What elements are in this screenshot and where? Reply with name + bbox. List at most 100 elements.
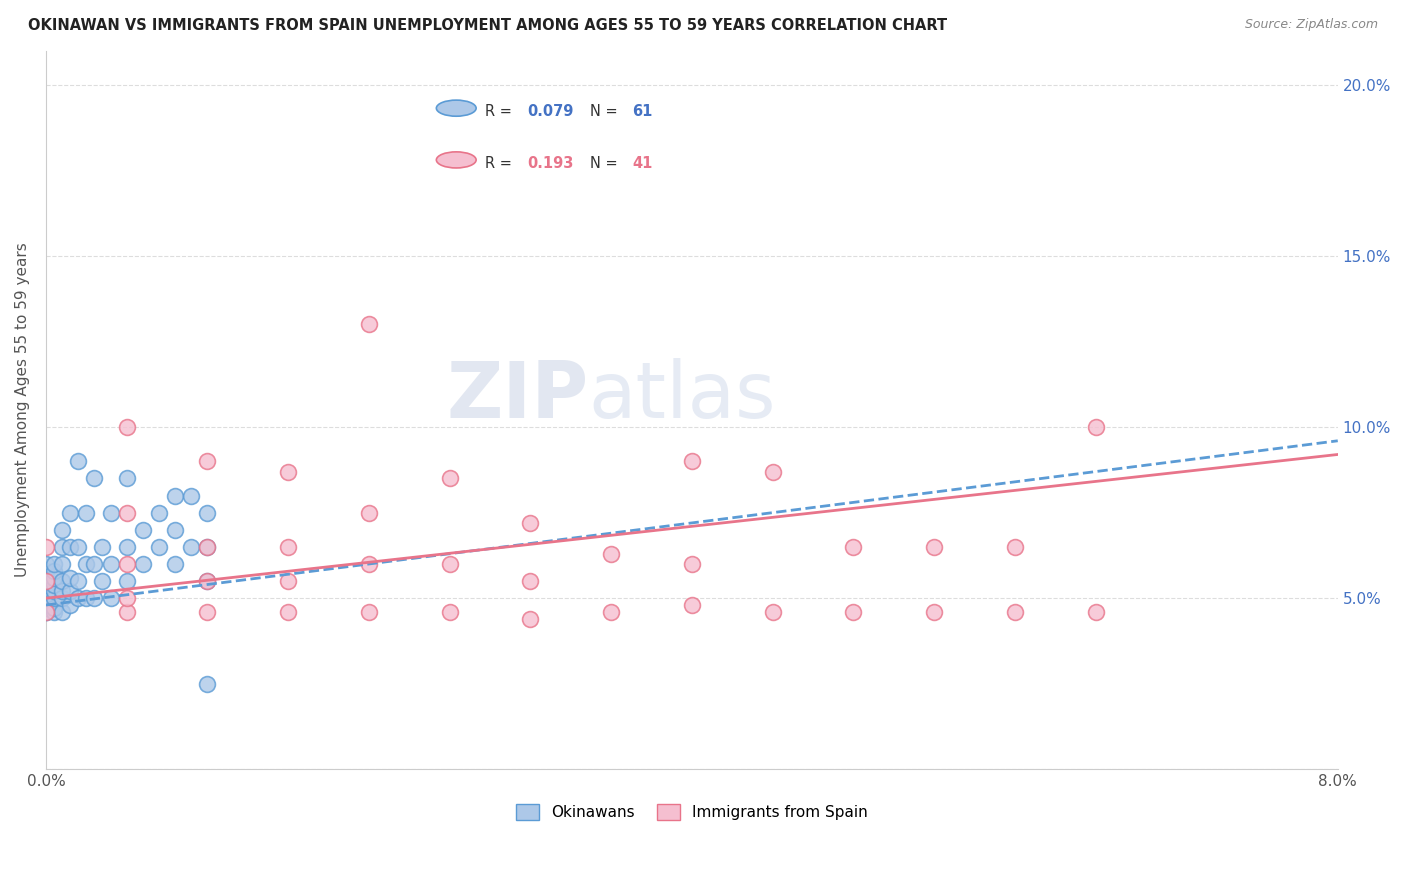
Point: [51, 591, 73, 606]
Point: [357, 557, 380, 571]
Point: [51, 557, 73, 571]
Point: [100, 557, 122, 571]
Point: [165, 489, 187, 503]
Point: [115, 605, 138, 619]
Point: [35, 598, 58, 612]
Point: [35, 564, 58, 578]
Point: [197, 540, 219, 554]
Point: [519, 574, 541, 588]
Point: [357, 318, 380, 332]
Point: [197, 540, 219, 554]
Point: [197, 574, 219, 588]
Point: [42, 605, 65, 619]
Point: [197, 605, 219, 619]
Point: [132, 557, 155, 571]
Point: [100, 506, 122, 520]
Point: [197, 506, 219, 520]
Point: [1084, 605, 1107, 619]
Point: [51, 605, 73, 619]
Point: [197, 574, 219, 588]
Legend: Okinawans, Immigrants from Spain: Okinawans, Immigrants from Spain: [509, 798, 875, 826]
Text: ZIP: ZIP: [446, 358, 589, 434]
Point: [197, 677, 219, 691]
Point: [681, 454, 703, 468]
Point: [42, 557, 65, 571]
Point: [762, 605, 785, 619]
Point: [600, 605, 623, 619]
Point: [922, 540, 945, 554]
Point: [681, 598, 703, 612]
Point: [519, 612, 541, 626]
Point: [51, 523, 73, 537]
Point: [42, 601, 65, 615]
Point: [59, 598, 82, 612]
Point: [59, 584, 82, 599]
Point: [67, 574, 90, 588]
Point: [35, 605, 58, 619]
Point: [42, 591, 65, 606]
Point: [180, 540, 202, 554]
Point: [115, 557, 138, 571]
Point: [35, 584, 58, 599]
Point: [148, 506, 170, 520]
Point: [35, 601, 58, 615]
Point: [91, 574, 114, 588]
Point: [35, 605, 58, 619]
Point: [277, 605, 299, 619]
Point: [42, 564, 65, 578]
Point: [83, 557, 105, 571]
Point: [42, 584, 65, 599]
Point: [115, 574, 138, 588]
Point: [59, 506, 82, 520]
Point: [35, 605, 58, 619]
Point: [439, 605, 461, 619]
Point: [59, 540, 82, 554]
Point: [35, 574, 58, 588]
Point: [600, 547, 623, 561]
Point: [42, 577, 65, 591]
Text: atlas: atlas: [589, 358, 776, 434]
Point: [75, 557, 97, 571]
Y-axis label: Unemployment Among Ages 55 to 59 years: Unemployment Among Ages 55 to 59 years: [15, 243, 30, 577]
Point: [357, 506, 380, 520]
Point: [115, 506, 138, 520]
Point: [165, 523, 187, 537]
Point: [115, 420, 138, 434]
Point: [357, 605, 380, 619]
Point: [132, 523, 155, 537]
Point: [51, 574, 73, 588]
Point: [35, 591, 58, 606]
Text: OKINAWAN VS IMMIGRANTS FROM SPAIN UNEMPLOYMENT AMONG AGES 55 TO 59 YEARS CORRELA: OKINAWAN VS IMMIGRANTS FROM SPAIN UNEMPL…: [28, 18, 948, 33]
Point: [35, 557, 58, 571]
Point: [100, 591, 122, 606]
Point: [277, 465, 299, 479]
Point: [115, 471, 138, 485]
Point: [922, 605, 945, 619]
Point: [75, 506, 97, 520]
Point: [165, 557, 187, 571]
Point: [762, 465, 785, 479]
Point: [115, 540, 138, 554]
Point: [83, 471, 105, 485]
Point: [148, 540, 170, 554]
Point: [42, 571, 65, 585]
Point: [35, 571, 58, 585]
Point: [439, 557, 461, 571]
Point: [35, 577, 58, 591]
Point: [51, 540, 73, 554]
Point: [1004, 605, 1026, 619]
Point: [842, 540, 865, 554]
Point: [197, 454, 219, 468]
Point: [91, 540, 114, 554]
Point: [681, 557, 703, 571]
Point: [83, 591, 105, 606]
Point: [59, 571, 82, 585]
Point: [842, 605, 865, 619]
Point: [67, 540, 90, 554]
Point: [439, 471, 461, 485]
Text: Source: ZipAtlas.com: Source: ZipAtlas.com: [1244, 18, 1378, 31]
Point: [75, 591, 97, 606]
Point: [67, 591, 90, 606]
Point: [519, 516, 541, 530]
Point: [277, 540, 299, 554]
